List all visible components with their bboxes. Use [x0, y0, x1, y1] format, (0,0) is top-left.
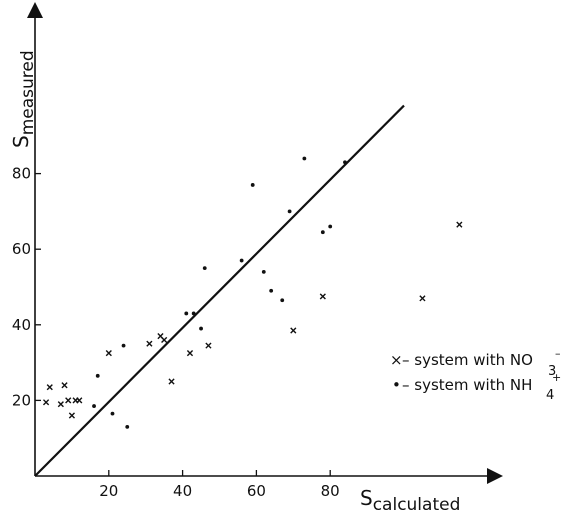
point-cross [205, 342, 212, 349]
point-dot [320, 230, 325, 235]
point-dot [184, 311, 189, 316]
point-dot [287, 209, 292, 214]
legend-sub-ammonium: 4 [546, 388, 554, 403]
reference-line [34, 104, 405, 477]
legend-sup-ammonium: + [552, 371, 561, 384]
point-dot [191, 311, 196, 316]
x-tick-label: 80 [321, 482, 340, 500]
point-dot [199, 326, 203, 331]
y-tick-label: 20 [12, 391, 31, 409]
legend-label-ammonium: – system with NH [402, 376, 532, 394]
point-cross [290, 327, 297, 334]
legend: × – system with NO – 3 • – system with N… [390, 347, 561, 403]
x-tick-label: 40 [173, 482, 192, 500]
point-cross [46, 384, 53, 391]
point-dot [110, 411, 115, 416]
point-cross [456, 221, 463, 228]
y-tick-label: 80 [12, 165, 31, 183]
point-dot [239, 258, 244, 263]
point-cross [419, 295, 426, 302]
point-cross [146, 340, 153, 347]
point-dot [121, 343, 126, 348]
point-cross [65, 397, 72, 404]
x-tick-label: 60 [247, 482, 266, 500]
point-dot [202, 266, 207, 270]
legend-marker-nitrate: × [390, 351, 403, 369]
x-axis-label: Scalculated [360, 486, 460, 515]
legend-label-nitrate: – system with NO [402, 351, 533, 369]
point-cross [76, 397, 83, 404]
reference-line-group [34, 104, 405, 477]
point-dot [269, 288, 274, 293]
point-dot [302, 156, 307, 161]
legend-marker-ammonium: • [392, 376, 401, 394]
point-dot [125, 424, 130, 429]
point-cross [186, 350, 194, 357]
point-cross [68, 412, 75, 419]
legend-sup-nitrate: – [555, 347, 561, 360]
tick-group: 20 40 60 80 20 40 60 80 [12, 165, 340, 500]
point-cross [61, 382, 68, 389]
point-dot [261, 269, 266, 274]
point-dot [250, 183, 255, 187]
point-cross [105, 350, 112, 357]
y-axis-label: Smeasured [9, 50, 38, 148]
point-cross [319, 293, 326, 300]
point-dot [92, 404, 96, 408]
y-tick-label: 40 [12, 316, 31, 334]
point-dot [343, 160, 347, 165]
data-points [42, 156, 463, 429]
point-dot [328, 224, 333, 229]
point-cross [42, 399, 50, 406]
point-cross [57, 401, 64, 408]
x-tick-label: 20 [99, 482, 118, 500]
point-cross [168, 378, 175, 385]
y-tick-label: 60 [12, 240, 31, 258]
point-cross [161, 336, 168, 344]
point-dot [95, 373, 100, 378]
legend-sub-nitrate: 3 [548, 364, 556, 379]
point-dot [280, 298, 285, 303]
